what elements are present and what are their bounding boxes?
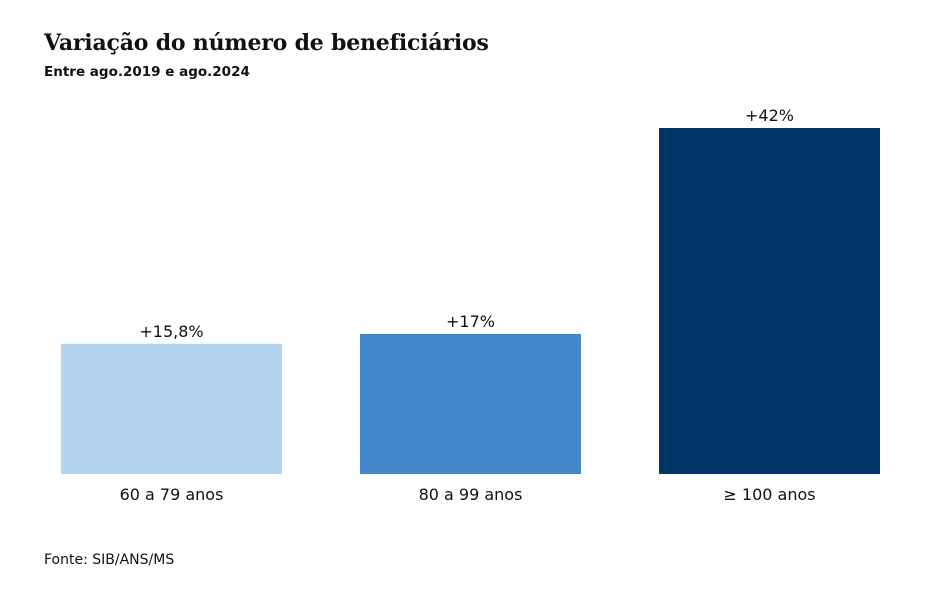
bar-1	[61, 343, 282, 474]
data-label-3: +42%	[745, 106, 794, 125]
data-label-2: +17%	[446, 312, 495, 331]
source-note: Fonte: SIB/ANS/MS	[44, 552, 175, 568]
category-label-3: ≥ 100 anos	[723, 485, 815, 504]
chart-subtitle: Entre ago.2019 e ago.2024	[44, 64, 250, 80]
chart-title: Variação do número de beneficiários	[44, 30, 489, 56]
data-label-1: +15,8%	[139, 322, 203, 341]
category-label-2: 80 a 99 anos	[419, 485, 523, 504]
bar-2	[360, 333, 581, 474]
category-label-1: 60 a 79 anos	[120, 485, 224, 504]
bar-3	[659, 128, 880, 474]
